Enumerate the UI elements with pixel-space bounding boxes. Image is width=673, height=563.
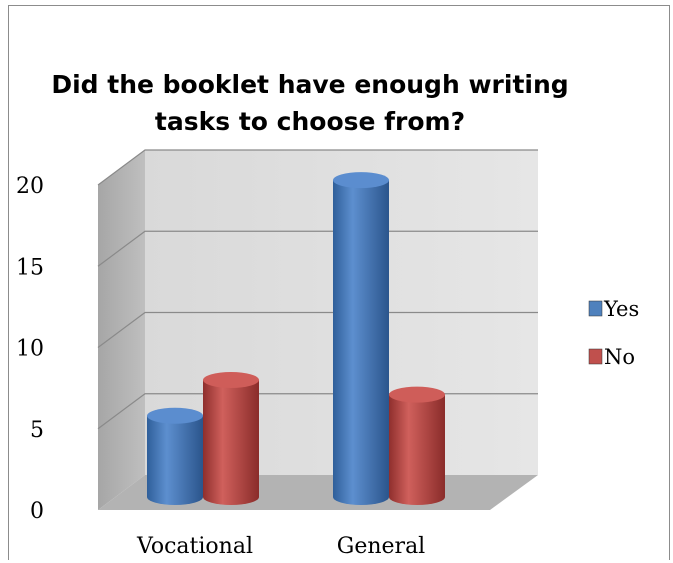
y-tick-label: 5: [30, 418, 44, 443]
y-tick-label: 0: [30, 499, 44, 524]
y-tick-label: 15: [16, 255, 44, 280]
gridline: [97, 311, 538, 348]
y-tick-label: 10: [16, 337, 44, 362]
bar-body: [147, 415, 203, 505]
x-category-label: General: [337, 534, 425, 559]
legend-swatch-yes: [588, 300, 603, 317]
x-category-label: Vocational: [136, 534, 253, 559]
bar-yes-vocational: [147, 407, 203, 505]
bar-body: [203, 380, 259, 505]
y-tick-label: 20: [16, 174, 44, 199]
chart-frame: [8, 5, 670, 560]
bar-top: [333, 172, 389, 189]
bar-body: [333, 180, 389, 505]
chart-title: Did the booklet have enough writing task…: [51, 70, 569, 136]
bar-top: [147, 407, 203, 424]
bar-no-general: [389, 386, 445, 505]
bar-top: [203, 372, 259, 388]
bar-top: [389, 386, 445, 403]
bar-yes-general: [333, 172, 389, 505]
gridline: [97, 230, 538, 267]
legend-label-yes: Yes: [603, 297, 639, 321]
legend-swatch-no: [588, 348, 603, 365]
legend-label-no: No: [604, 345, 635, 369]
bar-body: [389, 394, 445, 505]
gridline: [97, 149, 538, 186]
bar-no-vocational: [203, 372, 259, 505]
